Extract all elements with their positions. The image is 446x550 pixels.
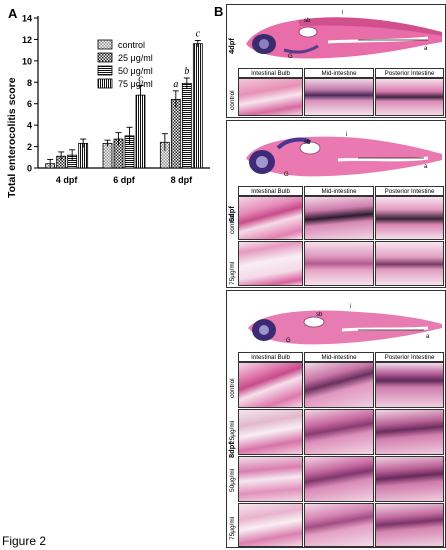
legend-label: 75 μg/ml [118,79,153,89]
fish-label-sb: sb [316,312,323,318]
micrograph-8dpf-control-posterior-intestine [375,362,444,408]
significance-letter: c [196,29,201,40]
column-header-posterior-intestine: Posterior Intestine [375,68,444,78]
micrograph-6dpf-75-intestinal-bulb [238,241,303,286]
micrograph-8dpf-50-posterior-intestine [375,456,444,502]
y-axis-label: Total enterocolitis score [6,77,18,198]
bar [192,43,203,169]
significance-letter: a [173,79,178,90]
significance-letter: c [138,74,143,85]
micrograph-4dpf-intestinal-bulb [238,78,303,116]
stage-label-8dpf: 8dpf [227,442,236,458]
row-label-8dpf-control: control [229,378,236,398]
fish-label-a: a [424,46,428,52]
bar [170,99,181,169]
y-tick-label: 14 [22,14,32,24]
fish-label-i: i [346,132,348,138]
micrograph-8dpf-25-mid-intestine [304,409,374,455]
column-header-intestinal-bulb: Intestinal Bulb [238,352,303,362]
micrograph-6dpf-75-mid-intestine [304,241,374,286]
row-label-6dpf-75: 75μg/ml [229,261,236,285]
bar-chart: 0 2 4 6 8 10 12 14 4 dpf 6 dpf 8 dpf c ab c control 2… [22,14,210,185]
y-tick-label: 6 [27,99,32,109]
legend-label: 50 μg/ml [118,66,153,76]
micrograph-8dpf-control-intestinal-bulb [238,362,303,408]
fish-label-g: G [286,338,291,344]
fish-label-a: a [426,334,430,340]
stage-label-4dpf: 4dpf [227,38,236,54]
y-tick-label: 2 [27,142,32,152]
column-header-mid-intestine: Mid-intestine [304,352,374,362]
fish-label-i: i [342,10,344,16]
fish-label-g: G [284,172,289,178]
micrograph-8dpf-75-posterior-intestine [375,503,444,547]
row-label-4dpf-control: control [229,90,236,110]
whole-fish-image-8dpf: sb a G i [238,300,444,348]
row-label-8dpf-75: 75μg/ml [229,516,236,540]
column-header-intestinal-bulb: Intestinal Bulb [238,68,303,78]
bar [181,82,192,169]
x-tick-label: 8 dpf [171,175,194,185]
fish-label-g: G [288,54,293,60]
micrograph-8dpf-75-intestinal-bulb [238,503,303,547]
fish-label-sb: sb [304,140,311,146]
legend-label: control [118,40,145,50]
legend-swatch [97,52,113,63]
panel-b-letter: B [214,4,224,19]
micrograph-8dpf-control-mid-intestine [304,362,374,408]
figure-caption: Figure 2 [2,534,47,548]
micrograph-6dpf-75-posterior-intestine [375,241,444,286]
histology-panel: 4dpf sb a G i Intestinal Bulb Mid-intest… [224,0,446,550]
column-header-mid-intestine: Mid-intestine [304,68,374,78]
column-header-posterior-intestine: Posterior Intestine [375,352,444,362]
row-label-8dpf-25: 25μg/ml [229,420,236,444]
column-header-mid-intestine: Mid-intestine [304,186,374,196]
legend-swatch [97,78,113,89]
legend-swatch [97,39,113,50]
y-tick-label: 8 [27,78,32,88]
panel-a-letter: A [8,6,18,21]
micrograph-8dpf-50-intestinal-bulb [238,456,303,502]
micrograph-4dpf-posterior-intestine [375,78,444,116]
significance-letter: b [184,66,189,77]
legend-swatch [97,65,113,76]
y-tick-label: 4 [27,121,32,131]
whole-fish-image-6dpf: sb a G i [238,124,444,180]
column-header-intestinal-bulb: Intestinal Bulb [238,186,303,196]
y-tick-label: 12 [22,35,32,45]
x-tick-label: 6 dpf [113,175,136,185]
column-header-posterior-intestine: Posterior Intestine [375,186,444,196]
micrograph-8dpf-25-intestinal-bulb [238,409,303,455]
whole-fish-image-4dpf: sb a G i [238,6,444,62]
micrograph-4dpf-mid-intestine [304,78,374,116]
bar [135,94,146,169]
micrograph-8dpf-50-mid-intestine [304,456,374,502]
micrograph-6dpf-control-mid-intestine [304,196,374,240]
legend-label: 25 μg/ml [118,53,153,63]
fish-label-sb: sb [304,18,311,24]
micrograph-6dpf-control-posterior-intestine [375,196,444,240]
fish-label-a: a [424,164,428,170]
fish-label-i: i [350,304,352,310]
x-tick-label: 4 dpf [56,175,79,185]
micrograph-8dpf-75-mid-intestine [304,503,374,547]
row-label-6dpf-control: control [229,214,236,234]
row-label-8dpf-50: 50μg/ml [229,468,236,492]
bar [102,142,113,169]
micrograph-6dpf-control-intestinal-bulb [238,196,303,240]
y-tick-label: 10 [22,56,32,66]
y-tick-label: 0 [27,164,32,174]
micrograph-8dpf-25-posterior-intestine [375,409,444,455]
